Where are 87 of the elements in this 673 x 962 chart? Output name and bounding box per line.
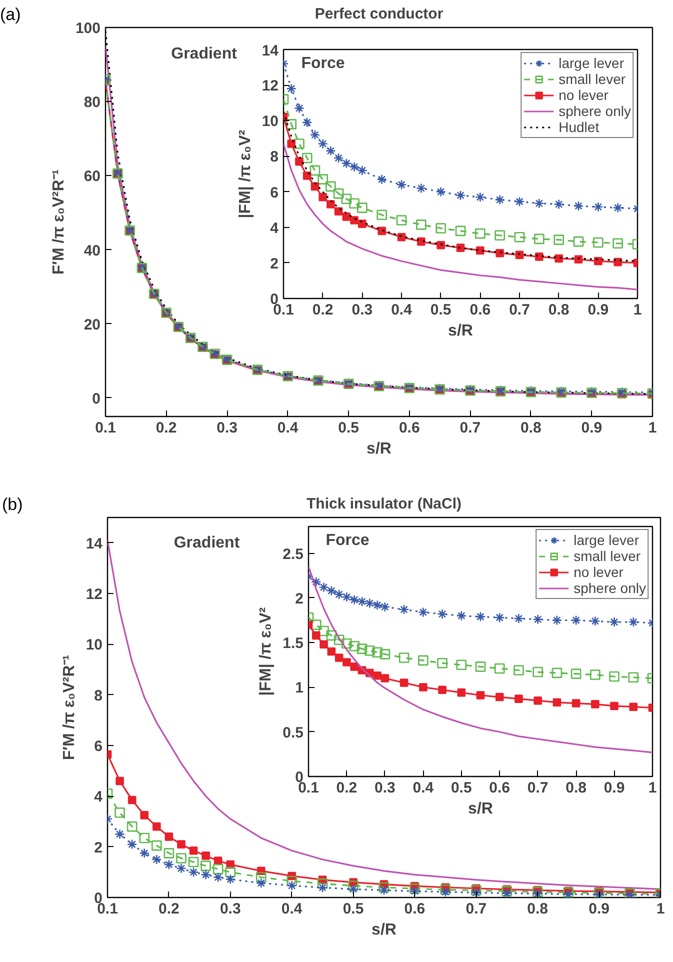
y-tick-label: 10 (86, 636, 103, 654)
x-tick-label: 1 (633, 302, 642, 318)
x-tick-label: 0.9 (588, 900, 610, 918)
y-tick-label: 12 (262, 78, 279, 95)
x-tick-label: 0.7 (466, 900, 487, 918)
y-tick-label: 6 (94, 738, 102, 755)
y-tick-label: 60 (84, 168, 101, 186)
x-tick-label: 0.3 (220, 900, 241, 918)
x-tick-label: 0.5 (430, 302, 452, 318)
y-axis-title: |FM| /π ε₀V² (236, 130, 254, 218)
legend-label: sphere only (574, 580, 646, 596)
x-tick-label: 0.7 (509, 302, 530, 318)
x-tick-label: 0.2 (336, 780, 358, 796)
legend-label: sphere only (558, 103, 631, 119)
x-tick-label: 0.3 (352, 302, 373, 318)
y-tick-label: 8 (94, 687, 102, 704)
x-tick-label: 0.8 (566, 780, 586, 796)
text: (b) (2, 495, 23, 514)
y-tick-label: 40 (84, 242, 101, 260)
y-tick-label: 2 (295, 590, 304, 608)
annotation: Gradient (171, 46, 238, 63)
x-tick-label: 0.6 (470, 302, 491, 318)
legend-label: small lever (574, 548, 641, 564)
y-tick-label: 0.5 (282, 724, 304, 742)
y-tick-label: 2.5 (282, 546, 304, 563)
x-tick-label: 0.8 (527, 900, 548, 918)
chart-title: Perfect conductor (314, 6, 444, 22)
x-tick-label: 0.2 (156, 420, 177, 436)
annotation: Gradient (174, 534, 240, 552)
y-tick-label: 100 (75, 20, 101, 37)
legend-label: large lever (558, 55, 624, 71)
y-tick-label: 1.5 (282, 635, 304, 652)
x-tick-label: 1 (648, 780, 657, 796)
x-tick-label: 0.7 (460, 420, 481, 436)
x-tick-label: 0.2 (158, 900, 180, 918)
x-tick-label: 0.6 (489, 780, 510, 796)
y-tick-label: 12 (86, 586, 103, 603)
x-tick-label: 0.5 (450, 780, 472, 796)
x-tick-label: 0.6 (404, 900, 426, 918)
y-tick-label: 1 (295, 680, 304, 697)
x-tick-label: 0.5 (338, 420, 360, 436)
x-tick-label: 0.6 (398, 420, 420, 436)
y-tick-label: 8 (270, 148, 278, 166)
legend-label: small lever (558, 71, 626, 87)
x-axis-title: s/R (372, 922, 397, 938)
x-axis-title: s/R (468, 800, 494, 818)
y-tick-label: 6 (270, 184, 278, 202)
x-axis-title: s/R (448, 322, 474, 340)
x-tick-label: 0.4 (391, 302, 413, 318)
y-tick-label: 0 (92, 390, 100, 408)
x-tick-label: 1 (656, 900, 665, 918)
x-tick-label: 0.7 (527, 780, 548, 796)
x-tick-label: 0.9 (588, 302, 609, 318)
y-tick-label: 14 (86, 535, 104, 552)
x-tick-label: 0.8 (520, 420, 542, 436)
y-axis-title: F′M /π ε₀V²R⁻¹ (60, 654, 78, 760)
annotation: Force (326, 532, 370, 549)
x-tick-label: 0.9 (581, 420, 602, 436)
y-tick-label: 80 (84, 94, 101, 112)
x-tick-label: 0.4 (281, 900, 303, 918)
legend-label: Hudlet (558, 119, 600, 135)
text: (a) (0, 5, 21, 25)
y-tick-label: 4 (94, 788, 104, 806)
y-axis-title: |FM| /π ε₀V² (258, 607, 275, 696)
y-tick-label: 2 (270, 255, 278, 272)
y-tick-label: 14 (262, 42, 280, 60)
x-tick-label: 0.8 (548, 302, 570, 318)
x-tick-label: 0.4 (277, 420, 299, 436)
chart-title: Thick insulator (NaCl) (306, 496, 462, 512)
y-tick-label: 10 (262, 113, 279, 130)
x-tick-label: 0.3 (374, 780, 396, 796)
x-tick-label: 1 (648, 420, 657, 436)
y-axis-title: F′M /π ε₀V²R⁻¹ (50, 169, 68, 275)
legend-label: no lever (574, 564, 624, 580)
legend-label: large lever (574, 532, 639, 548)
x-tick-label: 0.3 (216, 420, 238, 436)
y-tick-label: 4 (270, 220, 280, 237)
x-tick-label: 0.5 (342, 900, 364, 918)
y-tick-label: 2 (94, 839, 102, 856)
x-tick-label: 0.9 (604, 780, 625, 796)
x-axis-title: s/R (366, 440, 392, 458)
x-tick-label: 0.1 (95, 420, 116, 436)
x-tick-label: 0.4 (412, 780, 434, 796)
annotation: Force (301, 54, 345, 72)
legend-label: no lever (558, 87, 608, 103)
x-tick-label: 0.2 (312, 302, 334, 318)
y-tick-label: 20 (84, 316, 101, 334)
